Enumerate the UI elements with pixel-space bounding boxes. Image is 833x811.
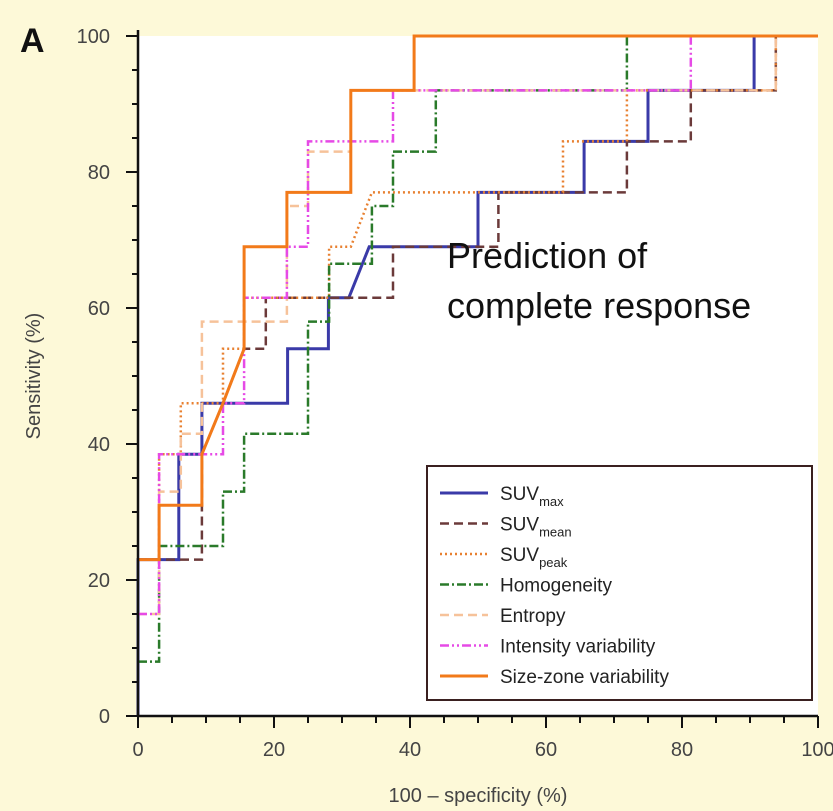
series-line-intensity-variability bbox=[138, 34, 818, 616]
series-line-homogeneity bbox=[138, 34, 818, 663]
series-layer bbox=[136, 34, 818, 716]
y-tick-label: 40 bbox=[88, 434, 110, 456]
legend-label-suvpeak: SUVpeak bbox=[500, 545, 568, 570]
x-tick-label: 0 bbox=[132, 739, 143, 761]
annotation-line-1: Prediction of bbox=[447, 235, 648, 276]
y-tick-label: 60 bbox=[88, 298, 110, 320]
series-line-suvpeak bbox=[138, 34, 818, 561]
legend: SUVmaxSUVmeanSUVpeakHomogeneityEntropyIn… bbox=[426, 465, 813, 701]
y-tick-label: 20 bbox=[88, 570, 110, 592]
y-axis-label: Sensitivity (%) bbox=[23, 313, 45, 440]
x-tick-label: 80 bbox=[671, 739, 693, 761]
y-tick-label: 100 bbox=[77, 26, 110, 48]
annotation-line-2: complete response bbox=[447, 285, 751, 326]
legend-box bbox=[426, 465, 813, 701]
x-tick-label: 100 bbox=[801, 739, 833, 761]
legend-label-size-zone-variability: Size-zone variability bbox=[500, 667, 669, 688]
y-tick-label: 80 bbox=[88, 162, 110, 184]
x-tick-label: 20 bbox=[263, 739, 285, 761]
series-line-size-zone-variability bbox=[138, 34, 818, 562]
legend-label-intensity-variability: Intensity variability bbox=[500, 637, 656, 658]
y-tick-label: 0 bbox=[99, 706, 110, 728]
legend-label-suvmean: SUVmean bbox=[500, 515, 572, 540]
axes-layer: 0 20 40 60 80 100 0 20 40 60 80 100 bbox=[77, 26, 833, 761]
x-tick-label: 60 bbox=[535, 739, 557, 761]
legend-label-homogeneity: Homogeneity bbox=[500, 576, 612, 597]
panel-label: A bbox=[20, 22, 45, 60]
legend-label-entropy: Entropy bbox=[500, 606, 566, 627]
x-axis-label: 100 – specificity (%) bbox=[389, 785, 568, 807]
series-line-entropy bbox=[138, 34, 818, 616]
x-tick-label: 40 bbox=[399, 739, 421, 761]
